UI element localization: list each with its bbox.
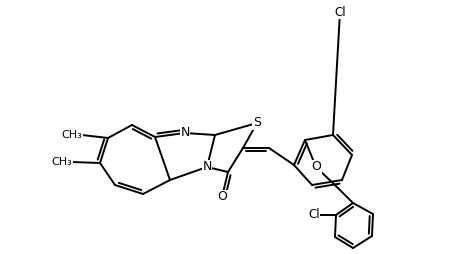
Text: O: O	[217, 190, 226, 203]
Text: Cl: Cl	[333, 6, 345, 19]
Text: N: N	[202, 161, 211, 173]
Text: O: O	[310, 161, 320, 173]
Text: CH₃: CH₃	[51, 157, 72, 167]
Text: S: S	[252, 117, 260, 130]
Text: N: N	[180, 126, 189, 139]
Text: CH₃: CH₃	[61, 130, 82, 140]
Text: Cl: Cl	[307, 209, 319, 221]
